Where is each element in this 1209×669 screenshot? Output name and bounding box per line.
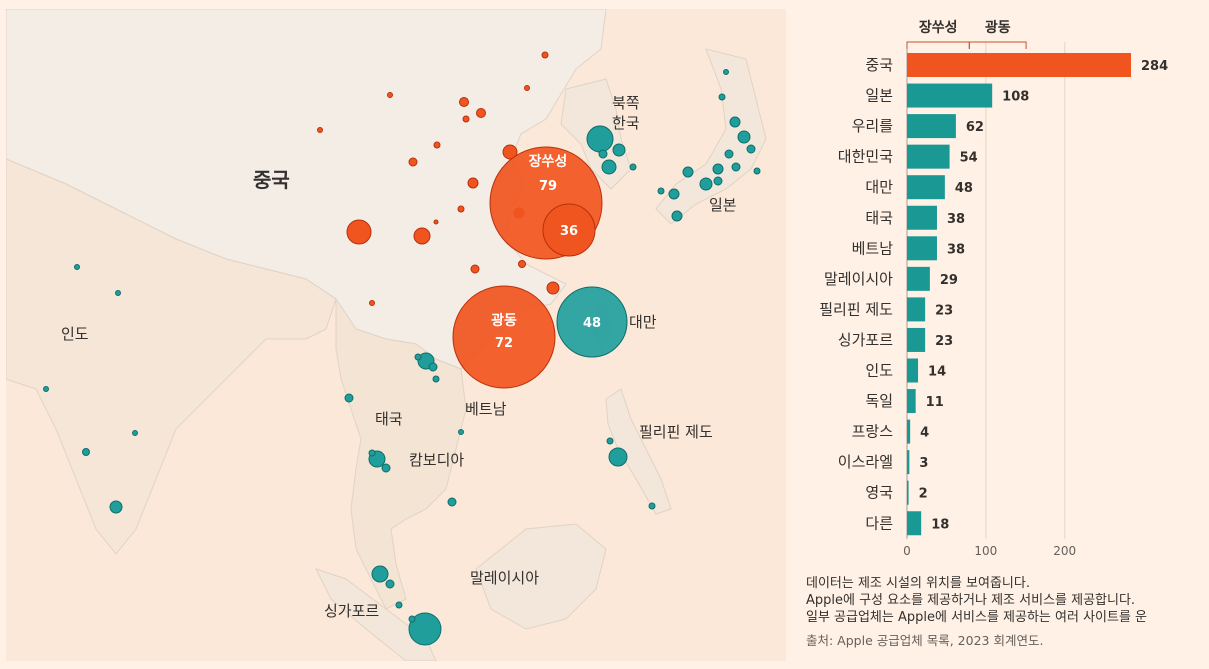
label-india: 인도 — [61, 325, 89, 343]
bar — [907, 53, 1131, 77]
category-label: 우리를 — [852, 117, 894, 135]
category-label: 대한민국 — [838, 148, 893, 166]
segment-label: 광동 — [985, 19, 1011, 36]
label-china: 중국 — [253, 168, 290, 192]
category-label: 영국 — [865, 484, 893, 502]
taiwan-bubble — [556, 286, 628, 358]
land-sumatra — [315, 568, 437, 661]
category-label: 독일 — [865, 392, 893, 410]
value-label: 18 — [931, 517, 949, 532]
note-line-3: 일부 공급업체는 Apple에 서비스를 제공하는 여러 사이트를 운 — [806, 610, 1148, 625]
taiwan-bubble-value: 48 — [583, 316, 601, 331]
bar — [907, 450, 910, 475]
category-label: 일본 — [865, 87, 893, 105]
bar — [907, 419, 911, 444]
value-label: 38 — [947, 212, 965, 227]
x-tick-label: 0 — [903, 544, 911, 558]
label-north-korea: 북쪽 — [612, 94, 640, 112]
value-label: 2 — [919, 487, 928, 502]
category-label: 프랑스 — [852, 423, 894, 441]
bar — [907, 175, 945, 200]
bar-chart-svg: 0 100 200 중국 284 일본 108 우리를 62 대한민국 54 대만 48 태국 38 베트남 3… — [819, 19, 1168, 558]
bar — [907, 144, 950, 169]
value-label: 284 — [1141, 59, 1168, 74]
map-canvas: 장쑤성 79 36 광동 72 48 중국 북쪽 한국 일본 인도 태국 캄보디… — [6, 9, 786, 661]
bar — [907, 83, 993, 108]
value-label: 38 — [947, 242, 965, 257]
jiangsu-bubble-name: 장쑤성 — [529, 153, 568, 170]
shanghai-bubble-value: 36 — [560, 224, 578, 239]
category-label: 중국 — [865, 56, 893, 74]
label-japan: 일본 — [709, 196, 737, 214]
label-philippines: 필리핀 제도 — [639, 423, 713, 441]
other-site-dots — [43, 69, 761, 646]
x-tick-label: 100 — [974, 544, 997, 558]
value-label: 23 — [935, 303, 953, 318]
segment-bracket — [906, 41, 970, 49]
value-label: 29 — [940, 273, 958, 288]
bar — [907, 389, 916, 414]
label-cambodia: 캄보디아 — [409, 451, 464, 469]
value-label: 23 — [935, 334, 953, 349]
value-label: 11 — [926, 395, 944, 410]
category-label: 태국 — [865, 209, 893, 227]
category-label: 싱가포르 — [838, 331, 893, 349]
source-note: 출처: Apple 공급업체 목록, 2023 회계연도. — [806, 633, 1044, 648]
bar-chart: 0 100 200 중국 284 일본 108 우리를 62 대한민국 54 대만 48 태국 38 베트남 3… — [786, 0, 1209, 560]
bar — [907, 205, 937, 230]
shanghai-bubble — [542, 203, 596, 257]
label-taiwan: 대만 — [629, 313, 657, 331]
label-singapore: 싱가포르 — [324, 602, 379, 620]
land-india — [6, 158, 337, 555]
chart-notes: 데이터는 제조 시설의 위치를 보여줍니다. Apple에 구성 요소를 제공하… — [806, 575, 1206, 665]
label-vietnam: 베트남 — [465, 400, 507, 418]
note-line-1: 데이터는 제조 시설의 위치를 보여줍니다. — [806, 576, 1030, 591]
land-philippines — [605, 388, 672, 515]
category-label: 필리핀 제도 — [819, 300, 893, 318]
bar — [907, 511, 922, 536]
guangdong-bubble-value: 72 — [495, 336, 513, 351]
bar — [907, 266, 930, 291]
bar — [907, 114, 956, 139]
bar — [907, 358, 919, 383]
land-japan — [655, 48, 767, 225]
value-label: 4 — [920, 426, 929, 441]
bar — [907, 236, 937, 261]
value-label: 54 — [960, 151, 978, 166]
jiangsu-bubble-value: 79 — [539, 179, 557, 194]
category-label: 인도 — [865, 362, 893, 380]
value-label: 62 — [966, 120, 984, 135]
land-borneo — [475, 523, 607, 630]
category-label: 이스라엘 — [838, 453, 893, 471]
value-label: 48 — [955, 181, 973, 196]
label-thailand: 태국 — [375, 410, 403, 428]
value-label: 108 — [1002, 90, 1029, 105]
segment-bracket — [968, 41, 1027, 49]
bar — [907, 480, 909, 505]
category-label: 베트남 — [852, 239, 894, 257]
supplier-map: 장쑤성 79 36 광동 72 48 중국 북쪽 한국 일본 인도 태국 캄보디… — [6, 9, 786, 661]
label-south-korea: 한국 — [612, 114, 640, 132]
segment-label: 장쑤성 — [919, 19, 958, 36]
guangdong-bubble — [452, 285, 556, 389]
category-label: 대만 — [865, 178, 893, 196]
category-label: 말레이시아 — [824, 270, 893, 288]
label-malaysia: 말레이시아 — [470, 569, 539, 587]
value-label: 3 — [919, 456, 928, 471]
bar — [907, 297, 926, 322]
guangdong-bubble-name: 광동 — [491, 312, 517, 329]
bar — [907, 327, 926, 352]
value-label: 14 — [928, 365, 946, 380]
x-tick-label: 200 — [1053, 544, 1076, 558]
note-line-2: Apple에 구성 요소를 제공하거나 제조 서비스를 제공합니다. — [806, 593, 1136, 608]
category-label: 다른 — [865, 514, 893, 532]
